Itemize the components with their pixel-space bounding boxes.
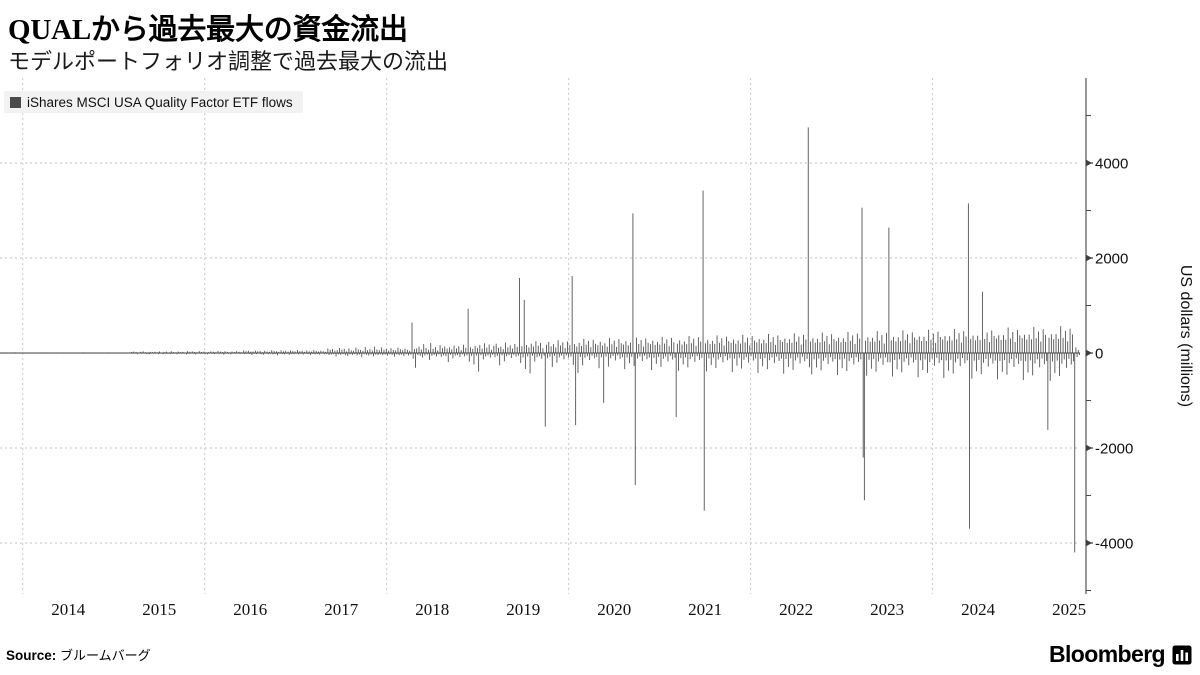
svg-text:-2000: -2000	[1095, 441, 1133, 458]
chart-plot-area	[0, 78, 1080, 594]
svg-text:-4000: -4000	[1095, 536, 1133, 553]
source-label: Source:	[6, 648, 57, 663]
x-tick-label-2020: 2020	[597, 600, 632, 619]
y-axis-title: US dollars (millions)	[1172, 78, 1198, 594]
page-subtitle: モデルポートフォリオ調整で過去最大の流出	[8, 49, 449, 74]
x-tick-label-2014: 2014	[51, 600, 86, 619]
bloomberg-logo-icon	[1172, 645, 1192, 664]
x-tick-label-2023: 2023	[870, 600, 905, 619]
x-tick-label-2015: 2015	[142, 600, 177, 619]
bar-series-svg	[0, 78, 1080, 594]
x-tick-label-2021: 2021	[688, 600, 723, 619]
y-axis-svg: 4000 2000 0 -2000 -4000	[1085, 78, 1133, 594]
x-tick-label-2024: 2024	[961, 600, 996, 619]
bloomberg-wordmark: Bloomberg	[1049, 641, 1166, 667]
x-axis: 2014 2015 2016 2017 2018 2019 2020 2021 2022 2023…	[0, 600, 1086, 630]
svg-text:4000: 4000	[1095, 156, 1128, 173]
chart-footer: Source: ブルームバーグ Bloomberg	[0, 641, 1200, 675]
legend-label: iShares MSCI USA Quality Factor ETF flow…	[27, 94, 293, 110]
svg-text:0: 0	[1095, 346, 1103, 363]
page-title: QUALから過去最大の資金流出	[8, 14, 408, 46]
x-tick-label-2019: 2019	[506, 600, 541, 619]
bloomberg-brand: Bloomberg	[1049, 641, 1192, 668]
x-tick-label-2022: 2022	[779, 600, 814, 619]
source-value: ブルームバーグ	[60, 649, 151, 664]
y-axis: 4000 2000 0 -2000 -4000	[1080, 78, 1150, 594]
bars	[0, 127, 1080, 553]
x-tick-label-2025: 2025	[1052, 600, 1087, 619]
chart-legend: iShares MSCI USA Quality Factor ETF flow…	[4, 91, 303, 113]
y-axis-title-text: US dollars (millions)	[1177, 264, 1194, 408]
svg-text:2000: 2000	[1095, 251, 1128, 268]
legend-swatch-icon	[10, 96, 21, 108]
x-tick-label-2017: 2017	[324, 600, 359, 619]
x-tick-label-2016: 2016	[233, 600, 268, 619]
x-tick-label-2018: 2018	[415, 600, 450, 619]
source-note: Source: ブルームバーグ	[6, 645, 151, 664]
